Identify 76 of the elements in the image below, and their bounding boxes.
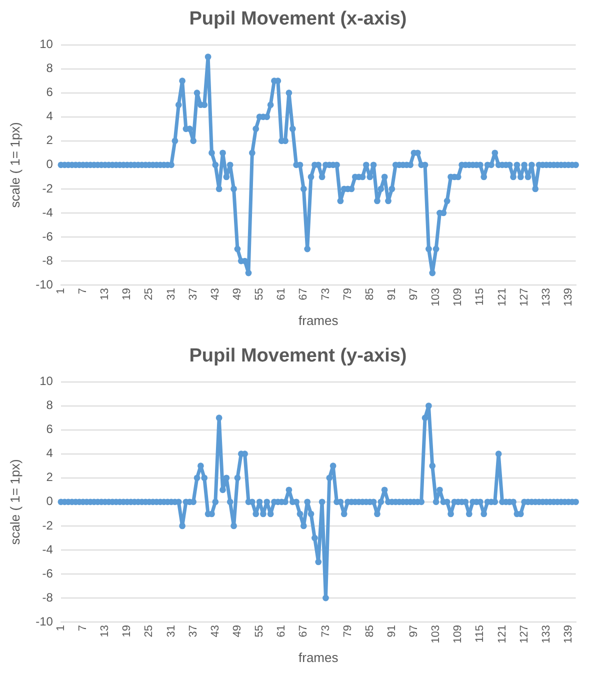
x-tick-label: 121: [496, 288, 508, 306]
x-tick-label: 133: [540, 625, 552, 644]
x-tick-label: 31: [165, 625, 178, 638]
y-tick-label: -2: [42, 181, 54, 196]
y-tick-label: -8: [42, 590, 54, 604]
x-axis-title: frames: [298, 312, 339, 328]
x-tick-label: 7: [77, 288, 90, 294]
y-tick-label: 4: [46, 446, 54, 460]
y-tick-label: -8: [42, 253, 54, 268]
x-tick-label: 85: [364, 625, 376, 638]
x-tick-label: 115: [474, 625, 486, 643]
x-tick-label: 115: [474, 288, 486, 306]
x-tick-label: 85: [364, 288, 376, 300]
x-tick-label: 19: [121, 625, 134, 638]
x-tick-label: 19: [121, 288, 134, 300]
x-tick-label: 67: [298, 288, 310, 300]
x-tick-label: 127: [518, 625, 530, 644]
x-tick-label: 67: [298, 625, 310, 638]
y-axis-title: scale ( 1= 1px): [7, 459, 22, 545]
x-tick-label: 61: [276, 625, 288, 638]
x-tick-label: 121: [496, 625, 508, 644]
x-axis-title: frames: [298, 650, 339, 665]
y-tick-label: 2: [46, 470, 54, 484]
y-tick-label: 6: [46, 422, 54, 436]
y-tick-label: -4: [42, 542, 54, 556]
x-tick-label: 13: [99, 625, 112, 638]
x-tick-label: 97: [408, 288, 420, 300]
x-tick-label: 1: [54, 625, 67, 632]
y-tick-label: -10: [36, 277, 54, 292]
y-tick-label: 10: [40, 37, 54, 52]
x-tick-label: 73: [320, 288, 332, 300]
x-tick-label: 139: [562, 625, 574, 644]
x-tick-label: 49: [231, 288, 244, 300]
x-tick-label: 37: [187, 625, 200, 638]
x-tick-label: 103: [430, 625, 442, 644]
chart-title: Pupil Movement (x-axis): [189, 8, 407, 30]
x-tick-label: 97: [408, 625, 420, 638]
x-tick-label: 79: [342, 625, 354, 638]
y-tick-label: 8: [46, 61, 54, 76]
y-tick-label: 10: [40, 374, 54, 388]
x-tick-label: 133: [540, 288, 552, 306]
x-tick-label: 103: [430, 288, 442, 306]
y-tick-label: -6: [42, 229, 54, 244]
y-tick-label: 2: [46, 133, 54, 148]
x-tick-label: 25: [143, 625, 156, 638]
x-tick-label: 109: [452, 625, 464, 644]
x-tick-label: 55: [254, 288, 266, 300]
x-tick-label: 25: [143, 288, 156, 300]
x-tick-label: 61: [276, 288, 288, 300]
y-tick-label: -2: [42, 518, 54, 532]
y-tick-label: 8: [46, 398, 54, 412]
x-tick-label: 43: [209, 625, 222, 638]
y-tick-label: 0: [46, 494, 54, 508]
x-tick-label: 79: [342, 288, 354, 300]
y-tick-label: -4: [42, 205, 54, 220]
x-tick-label: 37: [187, 288, 200, 300]
x-tick-label: 43: [209, 288, 222, 300]
x-tick-label: 139: [562, 288, 574, 306]
x-tick-label: 31: [165, 288, 178, 300]
x-tick-label: 109: [452, 288, 464, 306]
y-tick-label: -6: [42, 566, 54, 580]
x-tick-label: 91: [386, 625, 398, 638]
chart-title: Pupil Movement (y-axis): [189, 346, 407, 367]
x-tick-label: 55: [254, 625, 266, 638]
y-tick-label: 0: [46, 157, 54, 172]
y-tick-label: 6: [46, 85, 54, 100]
y-axis-title: scale ( 1= 1px): [7, 122, 22, 208]
y-tick-label: -10: [36, 614, 54, 628]
y-tick-label: 4: [46, 109, 54, 124]
x-tick-label: 1: [54, 288, 67, 294]
x-tick-label: 73: [320, 625, 332, 638]
x-tick-label: 91: [386, 288, 398, 300]
x-tick-label: 127: [518, 288, 530, 306]
x-tick-label: 7: [77, 625, 90, 632]
x-tick-label: 13: [99, 288, 112, 300]
x-tick-label: 49: [231, 625, 244, 638]
